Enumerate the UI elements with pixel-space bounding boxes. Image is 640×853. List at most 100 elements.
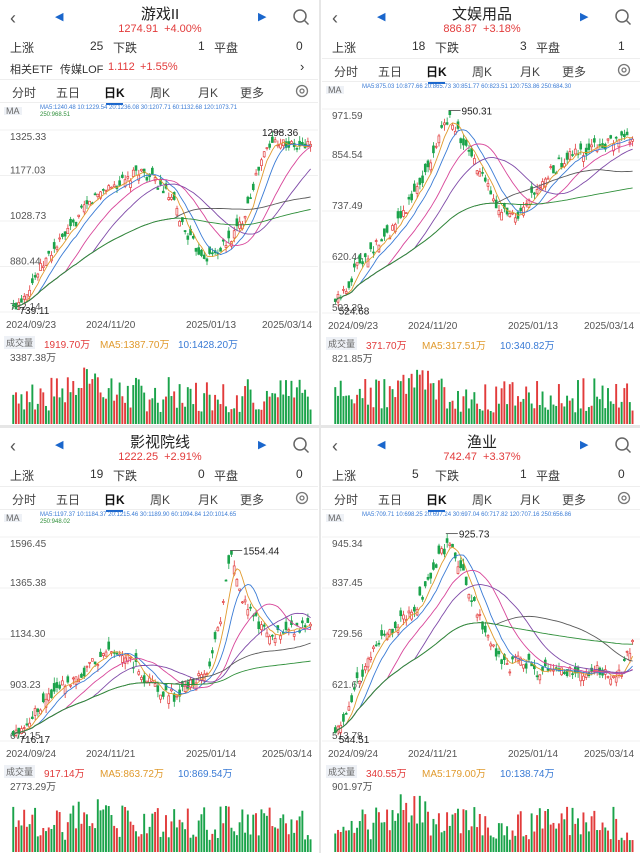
tab-monthly[interactable]: 月K <box>198 86 219 100</box>
tab-more[interactable]: 更多 <box>240 86 265 100</box>
back-icon[interactable]: ‹ <box>10 436 16 456</box>
candle-body <box>17 302 21 306</box>
sector-title: 影视院线 <box>129 434 190 451</box>
candle-body <box>140 168 143 172</box>
candle-body <box>107 185 111 191</box>
candle-body <box>241 601 244 604</box>
volume-value: 917.14万 <box>44 769 85 780</box>
candlestick-chart[interactable]: 1596.45 1365.38 1134.30 903.23 672.15 1554.44… <box>0 529 318 761</box>
volume-bar <box>246 814 249 852</box>
gear-icon[interactable] <box>294 83 310 99</box>
candle-body <box>208 661 211 667</box>
volume-bar <box>64 402 67 424</box>
candle-body <box>142 675 146 683</box>
volume-bar <box>489 835 492 852</box>
volume-bar <box>386 407 389 424</box>
back-icon[interactable]: ‹ <box>332 8 338 28</box>
volume-bar <box>88 383 91 424</box>
candle-body <box>522 664 525 669</box>
tab-intraday[interactable]: 分时 <box>334 493 359 507</box>
volume-button[interactable]: 成交量 <box>4 336 36 349</box>
y-tick-label: 729.56 <box>332 629 363 640</box>
prev-arrow-icon[interactable]: ◀ <box>55 439 64 451</box>
candle-body <box>464 576 468 586</box>
tab-intraday[interactable]: 分时 <box>12 86 37 100</box>
tab-monthly[interactable]: 月K <box>520 493 541 507</box>
candle-body <box>279 143 282 149</box>
search-icon[interactable] <box>614 8 632 26</box>
volume-bar <box>451 400 454 424</box>
ma-button[interactable]: MA <box>4 513 22 523</box>
tab-daily[interactable]: 日K <box>426 493 447 512</box>
volume-bar <box>12 806 15 852</box>
tab-intraday[interactable]: 分时 <box>334 65 359 79</box>
candlestick-chart[interactable]: 945.34 837.45 729.56 621.67 513.78 925.73 544.… <box>322 529 640 761</box>
prev-arrow-icon[interactable]: ◀ <box>377 11 386 23</box>
tab-five-day[interactable]: 五日 <box>56 86 81 100</box>
tab-five-day[interactable]: 五日 <box>56 493 81 507</box>
chevron-right-icon[interactable]: › <box>300 59 305 74</box>
candle-body <box>423 581 427 587</box>
y-tick-label: 880.44 <box>10 257 41 268</box>
tab-monthly[interactable]: 月K <box>198 493 219 507</box>
tab-more[interactable]: 更多 <box>562 65 587 79</box>
volume-button[interactable]: 成交量 <box>326 337 358 350</box>
ma-legend: MA MA5:1240.48 10:1229.54 20:1236.08 30:1… <box>0 104 318 122</box>
candle-body <box>131 169 135 177</box>
low-label: 544.51 <box>339 735 370 746</box>
volume-bar <box>113 400 116 424</box>
back-icon[interactable]: ‹ <box>10 8 16 28</box>
tab-weekly[interactable]: 周K <box>472 493 493 507</box>
volume-button[interactable]: 成交量 <box>326 765 358 778</box>
tab-five-day[interactable]: 五日 <box>378 493 403 507</box>
prev-arrow-icon[interactable]: ◀ <box>55 11 64 23</box>
tab-daily[interactable]: 日K <box>426 65 447 84</box>
flat-count: 0 <box>296 467 303 481</box>
next-arrow-icon[interactable]: ▶ <box>580 11 589 23</box>
next-arrow-icon[interactable]: ▶ <box>258 439 267 451</box>
gear-icon[interactable] <box>294 490 310 506</box>
tab-more[interactable]: 更多 <box>240 493 265 507</box>
search-icon[interactable] <box>614 436 632 454</box>
volume-bar <box>350 820 353 852</box>
next-arrow-icon[interactable]: ▶ <box>258 11 267 23</box>
volume-bar <box>391 810 394 852</box>
tab-daily[interactable]: 日K <box>104 86 125 105</box>
search-icon[interactable] <box>292 436 310 454</box>
ma-button[interactable]: MA <box>326 85 344 95</box>
tab-daily[interactable]: 日K <box>104 493 125 512</box>
volume-bar <box>598 399 601 424</box>
tab-intraday[interactable]: 分时 <box>12 493 37 507</box>
volume-bar <box>126 385 129 424</box>
gear-icon[interactable] <box>616 62 632 78</box>
search-icon[interactable] <box>292 8 310 26</box>
candlestick-chart[interactable]: 971.59 854.54 737.49 620.44 503.39 950.31 524.… <box>322 101 640 333</box>
tab-weekly[interactable]: 周K <box>472 65 493 79</box>
tab-more[interactable]: 更多 <box>562 493 587 507</box>
tab-five-day[interactable]: 五日 <box>378 65 403 79</box>
sector-title: 文娱用品 <box>451 6 512 23</box>
ma-button[interactable]: MA <box>4 106 22 116</box>
tab-weekly[interactable]: 周K <box>150 86 171 100</box>
x-date-label: 2025/03/14 <box>584 749 634 760</box>
volume-button[interactable]: 成交量 <box>4 765 36 778</box>
prev-arrow-icon[interactable]: ◀ <box>377 439 386 451</box>
candle-body <box>440 125 443 128</box>
related-etf-row[interactable]: 相关ETF 传媒LOF 1.112 +1.55% › <box>0 58 318 78</box>
gear-icon[interactable] <box>616 490 632 506</box>
tab-monthly[interactable]: 月K <box>520 65 541 79</box>
next-arrow-icon[interactable]: ▶ <box>580 439 589 451</box>
volume-bar <box>156 402 159 424</box>
high-label: 925.73 <box>459 530 490 541</box>
candlestick-chart[interactable]: 1325.33 1177.03 1028.73 880.44 732.14 1298.36… <box>0 122 318 332</box>
candle-body <box>426 160 430 168</box>
sector-price: 1222.25 <box>118 451 159 463</box>
ma-button[interactable]: MA <box>326 513 344 523</box>
tab-weekly[interactable]: 周K <box>150 493 171 507</box>
volume-bar <box>437 813 440 852</box>
volume-bar <box>290 819 293 852</box>
candle-body <box>257 621 261 630</box>
volume-bar <box>394 820 397 852</box>
back-icon[interactable]: ‹ <box>332 436 338 456</box>
candle-body <box>505 663 509 665</box>
